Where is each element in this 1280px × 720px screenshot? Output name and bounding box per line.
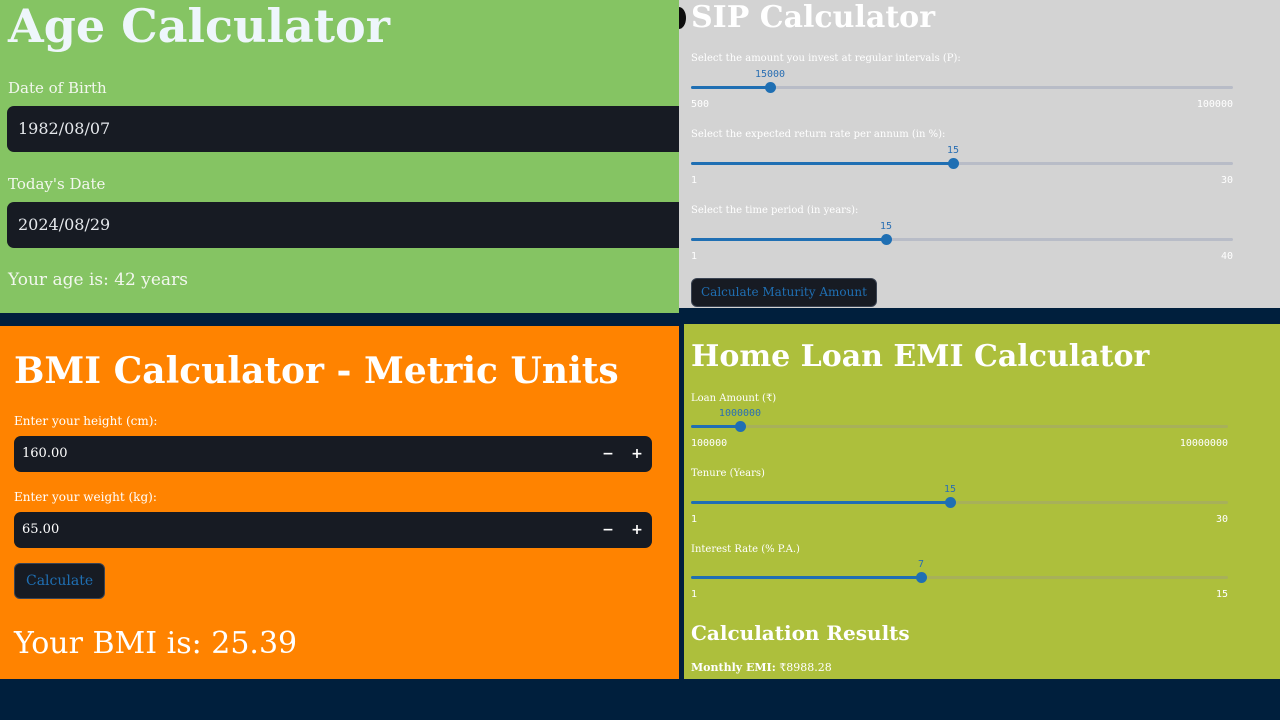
sip-period-max: 40 [1220, 251, 1233, 262]
sip-period-min: 1 [691, 251, 698, 262]
loan-amount-label: Loan Amount (₹) [691, 393, 777, 404]
sip-rate-label: Select the expected return rate per annu… [691, 129, 946, 140]
interest-rate-slider[interactable] [691, 572, 1228, 583]
slider-fill [691, 501, 950, 504]
loan-amount-value: 1000000 [718, 408, 762, 419]
slider-thumb[interactable] [948, 158, 959, 169]
loan-amount-slider[interactable] [691, 421, 1228, 432]
sip-period-value: 15 [879, 221, 893, 232]
loan-amount-max: 10000000 [1179, 438, 1228, 449]
interest-rate-min: 1 [691, 589, 698, 600]
tenure-label: Tenure (Years) [691, 468, 765, 479]
today-date-input[interactable]: 2024/08/29 [7, 202, 679, 248]
interest-rate-value: 7 [917, 559, 925, 570]
slider-fill [691, 425, 740, 428]
sip-amount-label: Select the amount you invest at regular … [691, 53, 961, 64]
sip-calculator-panel: SIP Calculator Select the amount you inv… [679, 0, 1280, 308]
decorative-dot [679, 7, 686, 29]
dob-label: Date of Birth [8, 79, 107, 97]
tenure-slider[interactable] [691, 497, 1228, 508]
today-label: Today's Date [8, 175, 106, 193]
calculation-results-heading: Calculation Results [691, 621, 910, 645]
slider-fill [691, 162, 953, 165]
bmi-title: BMI Calculator - Metric Units [14, 350, 619, 392]
bmi-calculator-panel: BMI Calculator - Metric Units Enter your… [0, 326, 679, 679]
tenure-value: 15 [943, 484, 957, 495]
sip-rate-max: 30 [1220, 175, 1233, 186]
height-label: Enter your height (cm): [14, 414, 158, 428]
sip-amount-value: 15000 [754, 69, 786, 80]
sip-title: SIP Calculator [691, 0, 935, 35]
tenure-min: 1 [691, 514, 698, 525]
slider-thumb[interactable] [881, 234, 892, 245]
bmi-result: Your BMI is: 25.39 [14, 626, 298, 661]
slider-thumb[interactable] [916, 572, 927, 583]
sip-amount-max: 100000 [1196, 99, 1233, 110]
loan-calculator-panel: Home Loan EMI Calculator Loan Amount (₹)… [684, 324, 1280, 679]
dob-input[interactable]: 1982/08/07 [7, 106, 679, 152]
weight-increment-button[interactable]: + [631, 522, 643, 538]
monthly-emi-label: Monthly EMI: [691, 661, 776, 674]
age-result: Your age is: 42 years [8, 270, 188, 290]
sip-rate-value: 15 [946, 145, 960, 156]
age-title: Age Calculator [8, 0, 390, 53]
weight-value: 65.00 [22, 522, 60, 537]
loan-title: Home Loan EMI Calculator [691, 339, 1150, 374]
bmi-calculate-button[interactable]: Calculate [14, 563, 106, 599]
sip-rate-slider[interactable] [691, 158, 1233, 169]
height-decrement-button[interactable]: − [602, 446, 614, 462]
weight-input[interactable]: 65.00 − + [14, 512, 652, 548]
height-value: 160.00 [22, 446, 68, 461]
sip-period-label: Select the time period (in years): [691, 205, 859, 216]
tenure-max: 30 [1215, 514, 1228, 525]
interest-rate-max: 15 [1215, 589, 1228, 600]
slider-fill [691, 576, 921, 579]
slider-fill [691, 238, 886, 241]
slider-fill [691, 86, 770, 89]
monthly-emi: Monthly EMI: ₹8988.28 [691, 661, 832, 674]
slider-thumb[interactable] [735, 421, 746, 432]
today-date-value: 2024/08/29 [18, 215, 111, 234]
calculate-maturity-button[interactable]: Calculate Maturity Amount [691, 278, 877, 307]
height-input[interactable]: 160.00 − + [14, 436, 652, 472]
interest-rate-label: Interest Rate (% P.A.) [691, 544, 800, 555]
slider-thumb[interactable] [765, 82, 776, 93]
age-calculator-panel: Age Calculator Date of Birth 1982/08/07 … [0, 0, 679, 313]
sip-amount-min: 500 [691, 99, 710, 110]
loan-amount-min: 100000 [691, 438, 728, 449]
sip-period-slider[interactable] [691, 234, 1233, 245]
slider-thumb[interactable] [945, 497, 956, 508]
sip-rate-min: 1 [691, 175, 698, 186]
weight-decrement-button[interactable]: − [602, 522, 614, 538]
sip-amount-slider[interactable] [691, 82, 1233, 93]
height-increment-button[interactable]: + [631, 446, 643, 462]
monthly-emi-value: ₹8988.28 [779, 661, 832, 674]
weight-label: Enter your weight (kg): [14, 490, 157, 504]
dob-value: 1982/08/07 [18, 119, 111, 138]
